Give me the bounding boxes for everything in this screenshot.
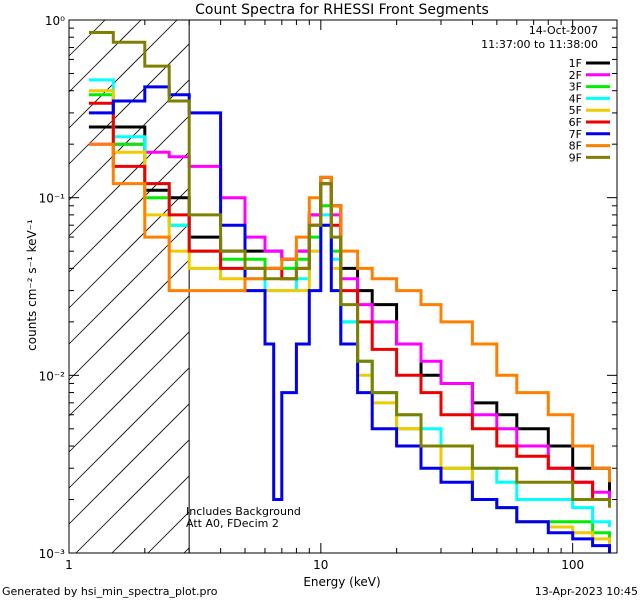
series-line-3F: [88, 93, 611, 539]
y-tick-label: 10⁻²: [39, 369, 66, 383]
chart-title: Count Spectra for RHESSI Front Segments: [195, 2, 489, 18]
series-line-8F: [88, 142, 611, 483]
legend-label-3F: 3F: [569, 81, 582, 94]
footer-generated-by: Generated by hsi_min_spectra_plot.pro: [2, 585, 218, 598]
series-line-9F: [88, 31, 611, 508]
footer-timestamp: 13-Apr-2023 10:45: [534, 585, 638, 598]
legend-label-6F: 6F: [569, 116, 582, 129]
y-tick-label: 10⁻³: [39, 547, 66, 561]
x-tick-label: 1: [65, 558, 73, 572]
annotation-attenuator: Att A0, FDecim 2: [186, 517, 279, 530]
legend-label-7F: 7F: [569, 128, 582, 141]
legend-label-2F: 2F: [569, 69, 582, 82]
series-line-7F: [88, 85, 611, 553]
x-axis-label: Energy (keV): [303, 575, 380, 589]
plot-frame: [68, 19, 618, 554]
date-label: 14-Oct-2007: [529, 24, 598, 37]
annotation-background: Includes Background: [186, 505, 301, 518]
x-tick-label: 10: [313, 558, 328, 572]
x-tick-label: 100: [561, 558, 584, 572]
hatch-lines: [68, 19, 190, 554]
legend-label-5F: 5F: [569, 104, 582, 117]
legend-label-4F: 4F: [569, 92, 582, 105]
time-range-label: 11:37:00 to 11:38:00: [481, 38, 598, 51]
y-axis-label: counts cm⁻² s⁻¹ keV⁻¹: [25, 219, 39, 351]
legend-label-1F: 1F: [569, 57, 582, 70]
y-tick-label: 10⁻¹: [39, 192, 66, 206]
y-tick-label: 10⁰: [45, 14, 65, 28]
legend-label-9F: 9F: [569, 151, 582, 164]
legend-label-8F: 8F: [569, 140, 582, 153]
